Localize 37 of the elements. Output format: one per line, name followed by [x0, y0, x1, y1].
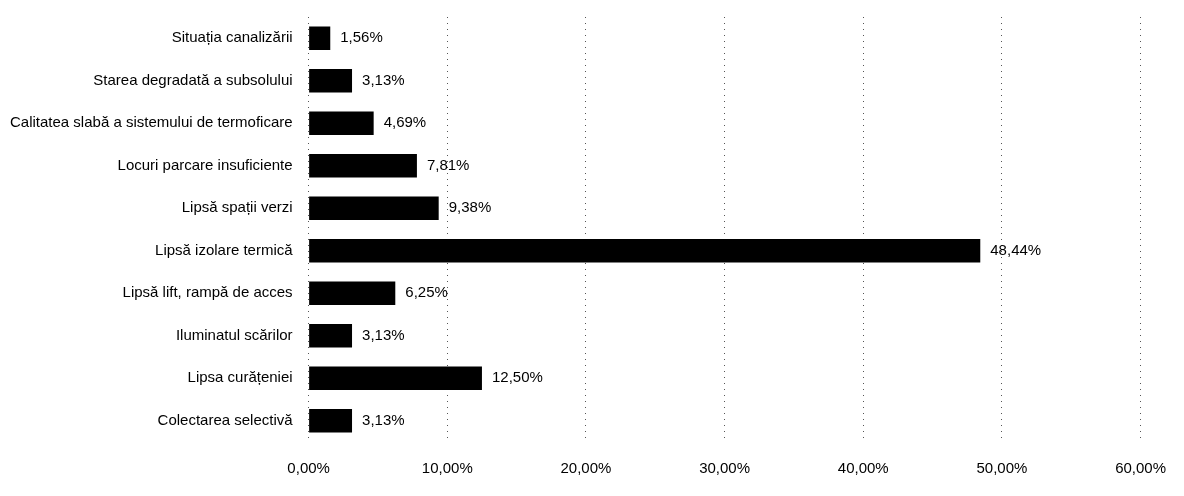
x-tick-label: 20,00%: [560, 459, 612, 477]
bar: [309, 196, 439, 220]
bar: [309, 324, 353, 348]
bar: [309, 111, 374, 135]
y-tick-label: Colectarea selectivă: [157, 410, 294, 428]
y-tick-label: Lipsă lift, rampă de acces: [122, 283, 293, 301]
y-tick-label: Locuri parcare insuficiente: [117, 155, 293, 173]
bar: [309, 409, 353, 433]
data-label: 48,44%: [990, 240, 1042, 258]
x-tick-label: 60,00%: [1115, 459, 1166, 477]
bar: [309, 69, 353, 93]
bar: [309, 26, 331, 50]
y-tick-label: Lipsă spații verzi: [181, 198, 293, 216]
data-label: 3,13%: [362, 410, 405, 428]
x-tick-label: 0,00%: [287, 459, 330, 477]
data-label: 6,25%: [405, 283, 448, 301]
data-label: 9,38%: [448, 198, 492, 216]
bar: [309, 281, 396, 305]
y-tick-label: Lipsa curățeniei: [187, 368, 293, 386]
bar: [309, 239, 981, 263]
y-tick-label: Situația canalizării: [171, 28, 293, 46]
data-label: 12,50%: [491, 368, 543, 386]
y-tick-label: Calitatea slabă a sistemului de termoficare: [9, 113, 293, 131]
data-label: 3,13%: [362, 70, 405, 88]
y-tick-label: Iluminatul scărilor: [175, 325, 293, 343]
x-tick-label: 50,00%: [976, 459, 1028, 477]
x-tick-label: 30,00%: [699, 459, 751, 477]
data-label: 3,13%: [362, 325, 405, 343]
x-tick-label: 40,00%: [837, 459, 889, 477]
bar: [309, 154, 417, 178]
y-tick-label: Starea degradată a subsolului: [93, 70, 293, 88]
bar: [309, 366, 482, 390]
data-label: 7,81%: [426, 155, 470, 173]
y-tick-label: Lipsă izolare termică: [155, 240, 294, 258]
data-label: 4,69%: [383, 113, 427, 131]
data-label: 1,56%: [340, 28, 383, 46]
x-tick-label: 10,00%: [421, 459, 473, 477]
